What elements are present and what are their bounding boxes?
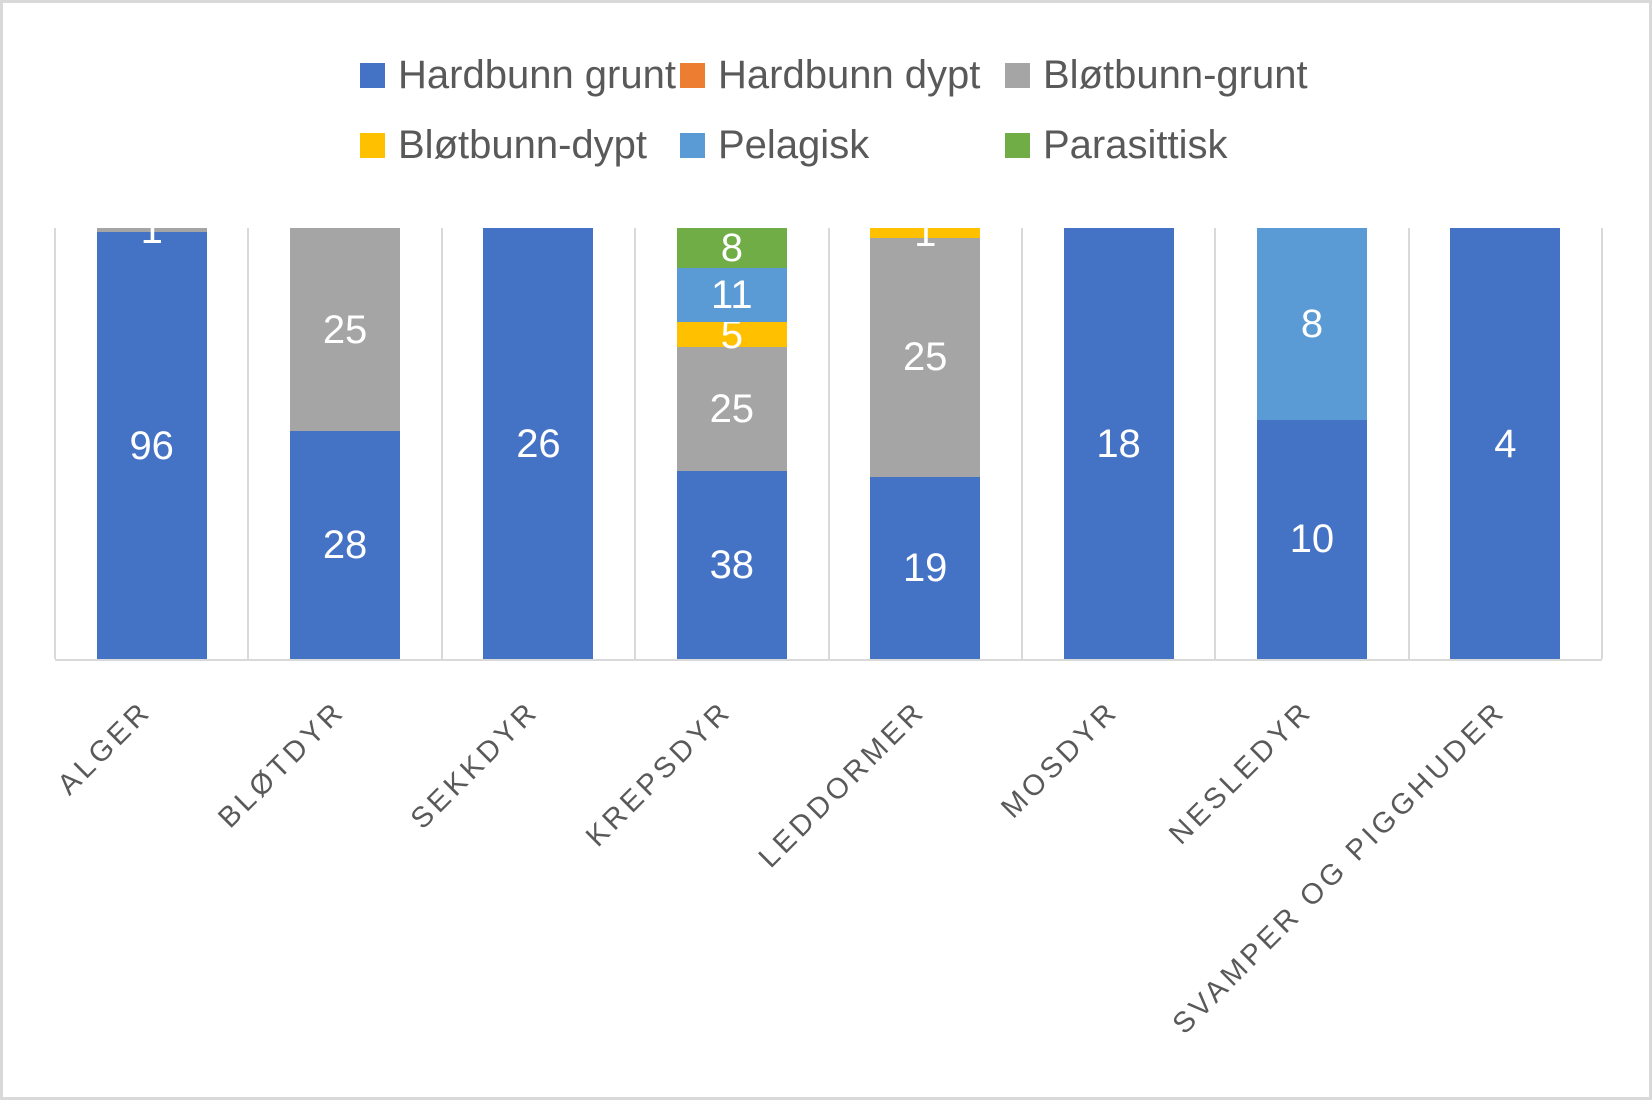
data-label-alger-hardbunn-grunt: 96 bbox=[129, 423, 174, 468]
legend-item-hardbunn-grunt: Hardbunn grunt bbox=[360, 52, 676, 97]
x-axis-label-leddormer: LEDDORMER bbox=[752, 695, 932, 875]
vertical-gridline bbox=[634, 228, 637, 659]
vertical-gridline bbox=[54, 228, 56, 659]
data-label-leddormer-hardbunn-grunt: 19 bbox=[902, 546, 948, 590]
bar-segment-mosdyr-hardbunn-grunt: 18 bbox=[1063, 228, 1174, 659]
vertical-gridline bbox=[1601, 228, 1603, 659]
data-label-svamper-og-pigghuder-hardbunn-grunt: 4 bbox=[1494, 421, 1517, 466]
legend-item-parasittisk: Parasittisk bbox=[1005, 122, 1228, 167]
legend-swatch-hardbunn-grunt bbox=[360, 62, 385, 88]
legend-label-hardbunn-dypt: Hardbunn dypt bbox=[718, 52, 981, 97]
bar-segment-svamper-og-pigghuder-hardbunn-grunt: 4 bbox=[1450, 228, 1561, 659]
legend-item-blotbunn-dypt: Bløtbunn-dypt bbox=[360, 122, 648, 167]
x-axis-label-svamper-og-pigghuder: SVAMPER OG PIGGHUDER bbox=[1166, 695, 1512, 1041]
x-axis-label-alger: ALGER bbox=[52, 695, 159, 802]
legend-swatch-pelagisk bbox=[680, 132, 705, 158]
x-axis-label-nesledyr: NESLEDYR bbox=[1162, 695, 1319, 851]
data-label-krepsdyr-blotbunn-grunt: 25 bbox=[709, 386, 755, 431]
legend-swatch-blotbunn-dypt bbox=[360, 132, 385, 158]
x-axis-label-blotdyr: BLØTDYR bbox=[212, 695, 352, 835]
data-label-blotdyr-blotbunn-grunt: 25 bbox=[322, 307, 368, 352]
legend-item-pelagisk: Pelagisk bbox=[680, 122, 870, 167]
bar-segment-leddormer-blotbunn-grunt: 25 bbox=[870, 237, 981, 477]
legend-item-blotbunn-grunt: Bløtbunn-grunt bbox=[1005, 52, 1308, 97]
data-label-krepsdyr-pelagisk: 11 bbox=[711, 272, 753, 317]
bar-segment-krepsdyr-pelagisk: 11 bbox=[676, 267, 787, 323]
legend-label-parasittisk: Parasittisk bbox=[1043, 122, 1228, 167]
legend-label-hardbunn-grunt: Hardbunn grunt bbox=[398, 52, 676, 97]
bar-segment-alger-blotbunn-grunt: 1 bbox=[96, 210, 207, 250]
vertical-gridline bbox=[1407, 228, 1410, 659]
legend-label-blotbunn-grunt: Bløtbunn-grunt bbox=[1043, 52, 1308, 97]
data-label-leddormer-blotbunn-grunt: 25 bbox=[902, 335, 948, 380]
vertical-gridline bbox=[827, 228, 830, 659]
data-label-krepsdyr-hardbunn-grunt: 38 bbox=[709, 542, 755, 587]
legend-swatch-hardbunn-dypt bbox=[680, 62, 705, 88]
bar-segment-nesledyr-hardbunn-grunt: 10 bbox=[1256, 419, 1367, 659]
data-label-krepsdyr-blotbunn-dypt: 5 bbox=[720, 312, 743, 357]
data-label-sekkdyr-hardbunn-grunt: 26 bbox=[516, 421, 561, 466]
x-axis-line bbox=[55, 659, 1602, 661]
bar-segment-krepsdyr-hardbunn-grunt: 38 bbox=[676, 470, 787, 659]
data-label-nesledyr-pelagisk: 8 bbox=[1300, 301, 1324, 346]
data-label-leddormer-blotbunn-dypt: 1 bbox=[914, 210, 937, 255]
x-axis-label-krepsdyr: KREPSDYR bbox=[580, 695, 739, 854]
bar-segment-nesledyr-pelagisk: 8 bbox=[1256, 228, 1367, 420]
x-axis-label-sekkdyr: SEKKDYR bbox=[404, 695, 546, 836]
bar-segment-alger-hardbunn-grunt: 96 bbox=[96, 232, 207, 659]
legend-swatch-parasittisk bbox=[1005, 132, 1030, 158]
x-axis-label-mosdyr: MOSDYR bbox=[995, 695, 1126, 825]
legend-item-hardbunn-dypt: Hardbunn dypt bbox=[680, 52, 981, 97]
legend-swatch-blotbunn-grunt bbox=[1005, 62, 1030, 88]
vertical-gridline bbox=[247, 228, 250, 659]
data-label-alger-blotbunn-grunt: 1 bbox=[140, 208, 163, 253]
bar-segment-sekkdyr-hardbunn-grunt: 26 bbox=[483, 228, 594, 659]
bar-segment-leddormer-hardbunn-grunt: 19 bbox=[870, 477, 981, 659]
data-label-mosdyr-hardbunn-grunt: 18 bbox=[1096, 421, 1141, 466]
legend-label-pelagisk: Pelagisk bbox=[718, 122, 870, 167]
bar-segment-blotdyr-blotbunn-grunt: 25 bbox=[290, 228, 401, 432]
data-label-nesledyr-hardbunn-grunt: 10 bbox=[1289, 517, 1335, 562]
bar-segment-leddormer-blotbunn-dypt: 1 bbox=[870, 213, 981, 253]
legend-label-blotbunn-dypt: Bløtbunn-dypt bbox=[398, 122, 648, 167]
data-label-blotdyr-hardbunn-grunt: 28 bbox=[322, 523, 368, 568]
vertical-gridline bbox=[440, 228, 443, 659]
bar-segment-krepsdyr-blotbunn-dypt: 5 bbox=[676, 315, 787, 355]
bar-segment-krepsdyr-parasittisk: 8 bbox=[676, 225, 787, 270]
data-label-krepsdyr-parasittisk: 8 bbox=[720, 225, 743, 270]
bar-segment-blotdyr-hardbunn-grunt: 28 bbox=[290, 431, 401, 659]
bar-segment-krepsdyr-blotbunn-grunt: 25 bbox=[676, 346, 787, 471]
vertical-gridline bbox=[1020, 228, 1023, 659]
vertical-gridline bbox=[1214, 228, 1217, 659]
